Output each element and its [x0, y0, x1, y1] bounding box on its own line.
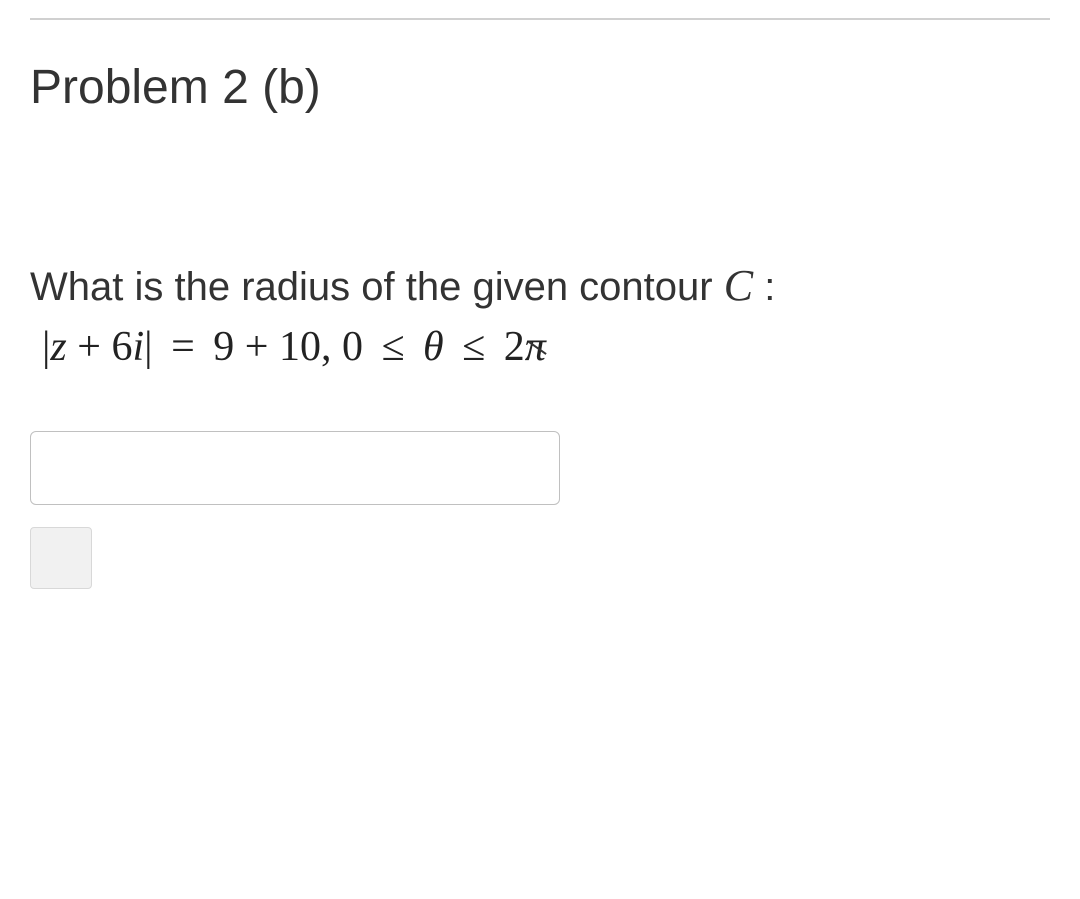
- prompt-prefix: What is the radius of the given contour: [30, 265, 724, 309]
- abs-close: |: [144, 324, 152, 370]
- zero: 0: [342, 324, 363, 370]
- secondary-box[interactable]: [30, 527, 92, 589]
- contour-symbol: C: [724, 261, 753, 310]
- equation: |z + 6i| = 9 + 10, 0 ≤ θ ≤ 2π: [42, 323, 1050, 371]
- leq-2: ≤: [444, 324, 504, 370]
- page-container: Problem 2 (b) What is the radius of the …: [0, 18, 1080, 589]
- pi-struck: π: [525, 323, 546, 371]
- var-i: i: [132, 324, 144, 370]
- plus-1: +: [67, 324, 112, 370]
- theta: θ: [423, 324, 444, 370]
- problem-heading: Problem 2 (b): [30, 60, 1080, 115]
- comma: ,: [321, 324, 342, 370]
- question-prompt: What is the radius of the given contour …: [30, 255, 1050, 317]
- prompt-suffix: :: [753, 265, 775, 309]
- nine: 9: [213, 324, 234, 370]
- leq-1: ≤: [363, 324, 423, 370]
- question-block: What is the radius of the given contour …: [30, 255, 1050, 371]
- answer-input[interactable]: [30, 431, 560, 505]
- equals: =: [153, 324, 214, 370]
- plus-2: +: [234, 324, 279, 370]
- top-divider: [30, 18, 1050, 20]
- six: 6: [111, 324, 132, 370]
- ten: 10: [279, 324, 321, 370]
- two: 2: [504, 324, 525, 370]
- var-z: z: [50, 324, 66, 370]
